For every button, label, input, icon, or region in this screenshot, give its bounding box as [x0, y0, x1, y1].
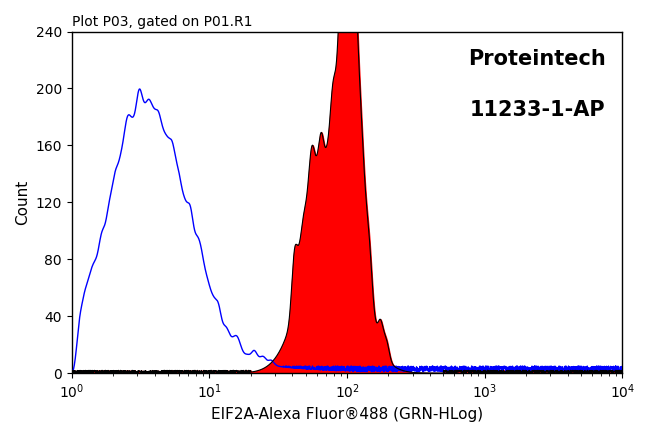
- Text: Plot P03, gated on P01.R1: Plot P03, gated on P01.R1: [72, 15, 252, 29]
- Text: Proteintech: Proteintech: [468, 49, 606, 69]
- Text: 11233-1-AP: 11233-1-AP: [470, 100, 606, 120]
- X-axis label: EIF2A-Alexa Fluor®488 (GRN-HLog): EIF2A-Alexa Fluor®488 (GRN-HLog): [211, 407, 483, 422]
- Y-axis label: Count: Count: [15, 180, 30, 225]
